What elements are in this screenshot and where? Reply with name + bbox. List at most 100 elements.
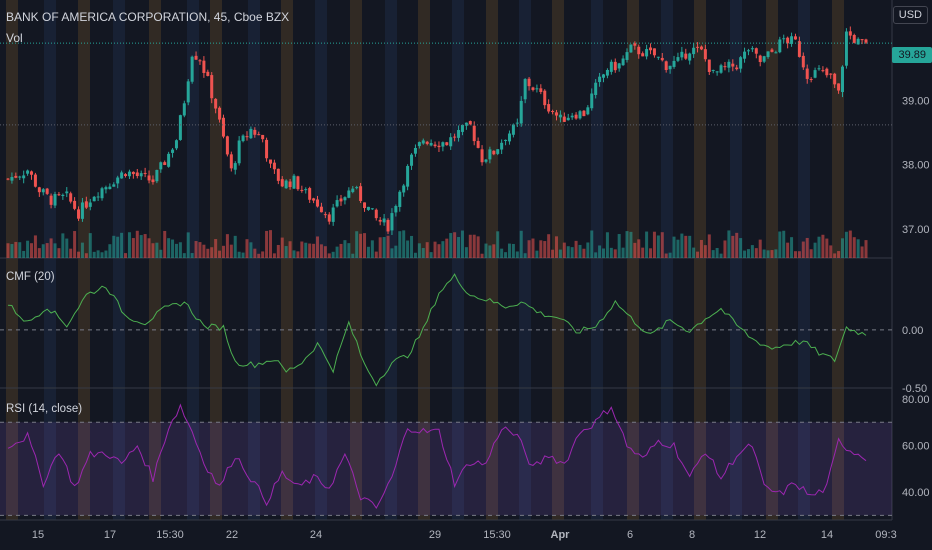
volume-bar	[821, 234, 825, 258]
symbol-title[interactable]: BANK OF AMERICA CORPORATION, 45, Cboe BZ…	[6, 10, 290, 24]
candle-body	[782, 38, 786, 40]
candle-body	[750, 48, 754, 50]
volume-bar	[190, 253, 194, 258]
candle-body	[378, 219, 382, 222]
volume-bar	[339, 243, 343, 258]
candle-body	[229, 154, 233, 169]
session-band	[832, 0, 844, 520]
candle-body	[523, 79, 527, 100]
candle-body	[45, 188, 49, 194]
candle-body	[308, 188, 312, 200]
candle-body	[727, 61, 731, 68]
candle-body	[100, 188, 104, 199]
candle-body	[167, 153, 171, 167]
time-tick-label: 6	[627, 529, 633, 541]
session-band	[315, 0, 327, 520]
volume-bar	[809, 249, 813, 258]
volume-bar	[198, 242, 202, 258]
volume-bar	[484, 243, 488, 258]
volume-bar	[680, 233, 684, 258]
volume-bar	[480, 253, 484, 258]
volume-bar	[840, 238, 844, 258]
volume-bar	[331, 251, 335, 258]
candle-body	[856, 38, 860, 45]
volume-bar	[476, 236, 480, 258]
volume-bar	[221, 245, 225, 258]
candle-body	[809, 79, 813, 81]
volume-bar	[711, 250, 715, 258]
candle-body	[437, 145, 441, 148]
candle-body	[214, 98, 218, 109]
candle-body	[805, 68, 809, 79]
currency-button[interactable]: USD	[892, 6, 928, 24]
candle-body	[790, 36, 794, 44]
volume-bar	[84, 253, 88, 258]
rsi-label[interactable]: RSI (14, close)	[6, 403, 83, 415]
candle-body	[558, 114, 562, 118]
session-band	[418, 0, 430, 520]
volume-bar	[139, 235, 143, 258]
volume-bar	[582, 248, 586, 258]
volume-bar	[562, 242, 566, 258]
candle-body	[844, 31, 848, 66]
volume-bar	[696, 251, 700, 258]
candle-body	[582, 110, 586, 117]
volume-bar	[719, 253, 723, 258]
candle-body	[609, 61, 613, 72]
candle-body	[296, 176, 300, 190]
candle-body	[174, 140, 178, 149]
volume-bar	[500, 248, 504, 258]
volume-bar	[370, 240, 374, 258]
volume-bar	[746, 249, 750, 258]
candle-body	[543, 90, 547, 106]
volume-bar	[171, 239, 175, 258]
volume-bar	[637, 239, 641, 258]
volume-bar	[837, 251, 841, 258]
candle-body	[120, 172, 124, 179]
candle-body	[406, 166, 410, 187]
candle-body	[410, 154, 414, 166]
volume-bar	[37, 248, 41, 258]
volume-bar	[382, 237, 386, 258]
volume-bar	[578, 244, 582, 258]
volume-bar	[539, 240, 543, 258]
volume-bar	[547, 234, 551, 258]
volume-bar	[790, 237, 794, 258]
volume-bars	[6, 230, 868, 258]
candle-body	[88, 202, 92, 207]
candle-body	[453, 136, 457, 138]
volume-bar	[543, 241, 547, 258]
candle-body	[112, 184, 116, 187]
candle-body	[261, 134, 265, 140]
candle-body	[265, 139, 269, 159]
volume-bar	[856, 239, 860, 258]
session-band	[730, 0, 742, 520]
cmf-label[interactable]: CMF (20)	[6, 271, 55, 283]
candle-body	[531, 87, 535, 90]
volume-bar	[715, 248, 719, 258]
volume-bar	[10, 244, 14, 258]
candle-body	[194, 55, 198, 60]
candle-body	[500, 142, 504, 150]
candle-body	[53, 194, 57, 206]
volume-bar	[590, 230, 594, 258]
volume-label[interactable]: Vol	[6, 31, 23, 45]
time-axis[interactable]: 15 17 15:30 22 24 29 15:30 Apr 6 8 12 14 09:3	[32, 529, 897, 541]
volume-bar	[327, 253, 331, 258]
price-tick-label: 39.00	[902, 95, 930, 107]
volume-bar	[241, 252, 245, 258]
time-tick-label: 15:30	[483, 529, 511, 541]
session-band	[627, 0, 639, 520]
volume-bar	[860, 246, 864, 258]
volume-bar	[178, 242, 182, 258]
volume-bar	[421, 248, 425, 258]
candle-body	[104, 187, 108, 190]
candle-body	[319, 206, 323, 213]
volume-bar	[65, 238, 69, 258]
last-price-tag: 39.89	[892, 47, 932, 63]
candle-body	[131, 171, 135, 175]
candle-body	[288, 181, 292, 188]
candle-body	[57, 194, 61, 196]
